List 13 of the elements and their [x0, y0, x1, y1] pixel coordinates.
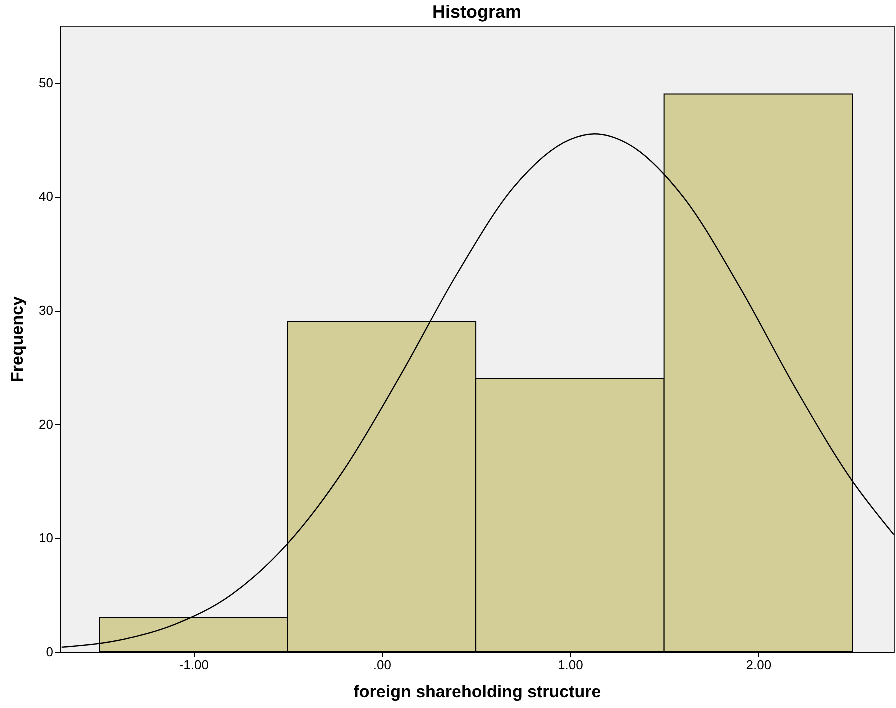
y-tick-label: 40 [39, 189, 54, 204]
x-tick-label: 1.00 [558, 658, 584, 672]
x-tick-label: .00 [373, 658, 392, 672]
y-tick-label: 20 [39, 416, 54, 432]
y-tick-label: 0 [46, 644, 54, 660]
x-axis-title: foreign shareholding structure [354, 682, 602, 702]
y-tick-label: 30 [39, 303, 54, 318]
x-tick-label: 2.00 [746, 658, 772, 672]
y-tick-label: 10 [39, 530, 54, 546]
y-tick-label: 50 [39, 75, 54, 90]
y-axis-title: Frequency [8, 296, 28, 382]
x-tick-label: -1.00 [179, 658, 209, 672]
chart-title: Histogram [432, 2, 522, 22]
